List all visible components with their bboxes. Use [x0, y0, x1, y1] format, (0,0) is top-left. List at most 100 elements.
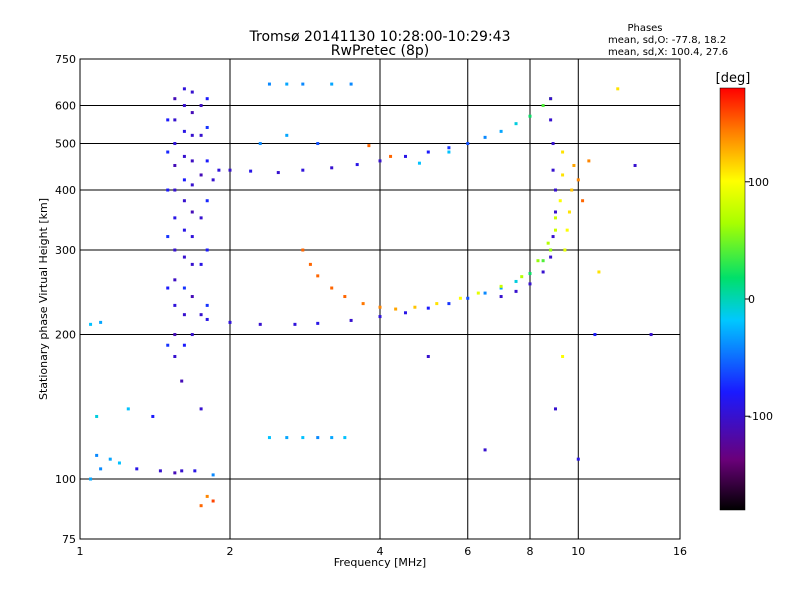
data-point — [182, 286, 186, 290]
data-point — [205, 303, 209, 307]
data-point — [205, 248, 209, 252]
data-point — [285, 82, 289, 86]
data-point — [483, 448, 487, 452]
data-point — [549, 248, 553, 252]
data-point — [180, 469, 184, 473]
chart-title: Tromsø 20141130 10:28:00-10:29:43 — [249, 29, 511, 45]
data-point — [316, 142, 320, 146]
data-point — [597, 270, 601, 274]
data-point — [330, 436, 334, 440]
data-point — [435, 302, 439, 306]
data-point — [426, 150, 430, 154]
data-point — [180, 379, 184, 383]
data-point — [211, 178, 215, 182]
data-point — [499, 295, 503, 299]
data-points — [89, 82, 653, 508]
data-point — [190, 262, 194, 266]
data-point — [285, 436, 289, 440]
data-point — [587, 159, 591, 163]
data-point — [173, 333, 177, 337]
data-point — [633, 163, 637, 167]
data-point — [447, 150, 451, 154]
data-point — [190, 111, 194, 115]
data-point — [551, 142, 555, 146]
data-point — [173, 248, 177, 252]
data-point — [514, 122, 518, 126]
data-point — [330, 82, 334, 86]
data-point — [567, 210, 571, 214]
data-point — [173, 354, 177, 358]
y-tick-label: 100 — [55, 473, 76, 486]
data-point — [182, 154, 186, 158]
data-point — [89, 322, 93, 326]
data-point — [190, 183, 194, 187]
data-point — [199, 504, 203, 508]
data-point — [166, 150, 170, 154]
data-point — [549, 118, 553, 122]
data-point — [458, 296, 462, 300]
data-point — [316, 436, 320, 440]
data-point — [394, 307, 398, 311]
data-point — [466, 142, 470, 146]
grid-lines — [80, 59, 680, 539]
data-point — [499, 286, 503, 290]
data-point — [426, 306, 430, 310]
data-point — [499, 284, 503, 288]
data-point — [417, 161, 421, 165]
data-point — [378, 159, 382, 163]
data-point — [553, 210, 557, 214]
data-point — [378, 315, 382, 319]
data-point — [316, 321, 320, 325]
data-point — [343, 295, 347, 299]
data-point — [166, 343, 170, 347]
data-point — [89, 477, 93, 481]
data-point — [211, 473, 215, 477]
colorbar-ticks: 100 0 -100 — [745, 176, 773, 423]
data-point — [541, 270, 545, 274]
stats-line-x: mean, sd,X: 100.4, 27.6 — [608, 47, 728, 58]
data-point — [528, 282, 532, 286]
data-point — [258, 322, 262, 326]
data-point — [182, 313, 186, 317]
y-tick-labels: 75 100 200 300 400 500 600 750 — [55, 53, 76, 546]
data-point — [551, 168, 555, 172]
data-point — [349, 318, 353, 322]
data-point — [581, 199, 585, 203]
data-point — [158, 469, 162, 473]
data-point — [563, 248, 567, 252]
data-point — [205, 125, 209, 129]
y-tick-label: 400 — [55, 184, 76, 197]
chart-subtitle: RwPretec (8p) — [331, 43, 429, 59]
data-point — [166, 118, 170, 122]
data-point — [173, 97, 177, 101]
data-point — [349, 82, 353, 86]
data-point — [190, 333, 194, 337]
data-point — [199, 173, 203, 177]
data-point — [570, 188, 574, 192]
data-point — [367, 144, 371, 148]
data-point — [285, 133, 289, 137]
data-point — [205, 97, 209, 101]
data-point — [205, 159, 209, 163]
data-point — [173, 471, 177, 475]
data-point — [151, 414, 155, 418]
data-point — [553, 188, 557, 192]
y-tick-label: 600 — [55, 100, 76, 113]
data-point — [541, 259, 545, 263]
data-point — [413, 305, 417, 309]
data-point — [173, 278, 177, 282]
data-point — [95, 414, 99, 418]
data-point — [211, 499, 215, 503]
x-tick-label: 8 — [527, 545, 534, 558]
data-point — [616, 87, 620, 91]
data-point — [190, 295, 194, 299]
data-point — [99, 467, 103, 471]
data-point — [182, 228, 186, 232]
data-point — [565, 228, 569, 232]
data-point — [447, 302, 451, 306]
data-point — [228, 168, 232, 172]
data-point — [546, 241, 550, 245]
data-point — [528, 114, 532, 118]
data-point — [205, 494, 209, 498]
data-point — [190, 210, 194, 214]
